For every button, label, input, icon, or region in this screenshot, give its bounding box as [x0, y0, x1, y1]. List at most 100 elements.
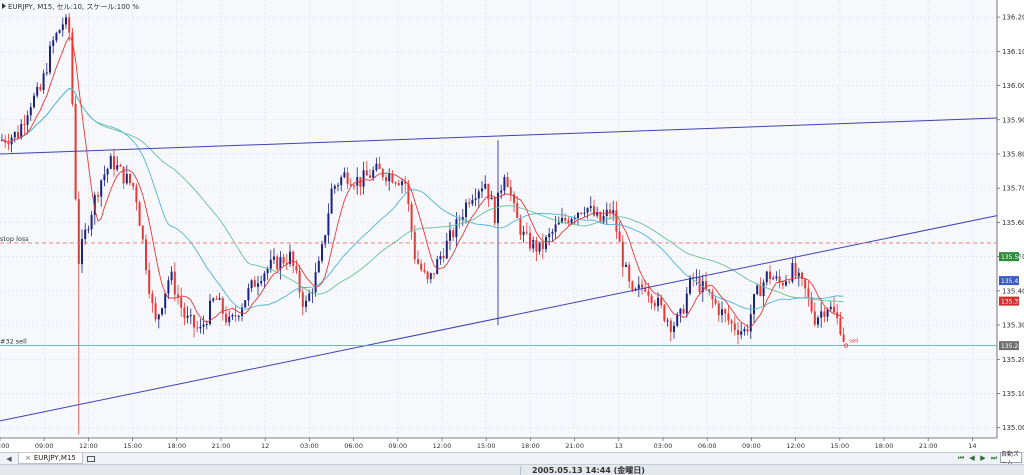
- candle-up: [573, 217, 576, 219]
- status-divider: [520, 466, 521, 475]
- candle-up: [189, 315, 192, 317]
- time-label: 06:00: [698, 442, 717, 450]
- candle-up: [465, 202, 467, 218]
- candle-up: [36, 86, 39, 96]
- candle-down: [733, 323, 736, 331]
- candle-down: [746, 329, 749, 332]
- candle-down: [253, 280, 256, 287]
- candle-down: [813, 311, 816, 325]
- candle-up: [333, 185, 336, 189]
- chart-area[interactable]: 136.20 136.10 136.00 135.90 135.80 135.70 135.…: [0, 0, 1024, 454]
- candle-down: [509, 187, 512, 195]
- candle-up: [324, 235, 327, 245]
- candle-down: [516, 203, 519, 219]
- candle-up: [161, 308, 163, 315]
- candle-down: [660, 297, 663, 306]
- auto-zoom-button[interactable]: 自動ズーム: [1000, 451, 1022, 467]
- candle-up: [33, 95, 35, 108]
- candle-up: [26, 115, 29, 125]
- candle-down: [349, 184, 352, 186]
- candle-down: [794, 263, 797, 277]
- candle-up: [596, 212, 599, 216]
- candle-up: [561, 217, 563, 223]
- candle-down: [292, 251, 295, 267]
- candle-down: [442, 255, 445, 259]
- price-chart[interactable]: 136.20 136.10 136.00 135.90 135.80 135.70 135.…: [0, 0, 1024, 452]
- candle-up: [337, 185, 339, 187]
- price-label: 135.40: [1002, 287, 1024, 295]
- prev-icon[interactable]: ◀: [969, 454, 975, 462]
- candle-down: [513, 194, 515, 204]
- candle-up: [199, 326, 202, 329]
- candle-up: [388, 173, 391, 182]
- close-icon[interactable]: ×: [25, 454, 31, 462]
- candle-down: [807, 288, 810, 298]
- last-icon[interactable]: ⏭: [990, 453, 998, 462]
- candle-down: [804, 279, 807, 289]
- tab-eurjpy-m15[interactable]: × EURJPY,M15: [18, 453, 83, 464]
- candle-down: [842, 334, 845, 342]
- candle-down: [173, 271, 176, 295]
- candle-up: [445, 240, 448, 259]
- candle-up: [602, 215, 605, 223]
- candle-down: [692, 276, 695, 279]
- candle-down: [394, 182, 397, 184]
- price-label: 135.70: [1002, 185, 1024, 193]
- candle-down: [836, 312, 839, 319]
- candle-up: [241, 307, 243, 317]
- candle-up: [266, 268, 269, 274]
- time-label: 18:00: [875, 442, 894, 450]
- candle-down: [730, 320, 733, 324]
- candle-down: [698, 277, 701, 293]
- candle-up: [657, 297, 659, 307]
- candle-down: [525, 231, 528, 233]
- window-icon[interactable]: [86, 455, 95, 462]
- candle-down: [113, 156, 115, 170]
- candle-up: [247, 288, 250, 301]
- candle-down: [778, 276, 781, 283]
- chart-menu-icon[interactable]: [2, 3, 6, 9]
- candle-down: [417, 259, 419, 264]
- candle-up: [45, 72, 48, 74]
- candle-down: [141, 225, 144, 240]
- candle-up: [461, 217, 464, 221]
- candle-up: [740, 331, 743, 335]
- candle-down: [580, 212, 583, 214]
- lower-trendline[interactable]: [0, 215, 998, 422]
- candle-down: [68, 17, 71, 33]
- candle-down: [609, 209, 611, 214]
- price-tag-green: [999, 252, 1019, 262]
- upper-trendline[interactable]: [0, 117, 998, 155]
- candle-up: [61, 24, 64, 31]
- candle-down: [193, 315, 195, 328]
- time-label: 12:00: [433, 442, 452, 450]
- candle-down: [119, 165, 122, 167]
- candle-up: [273, 256, 275, 260]
- candle-up: [87, 229, 90, 231]
- first-icon[interactable]: ⏮: [957, 453, 965, 462]
- candle-up: [228, 316, 231, 323]
- candle-up: [429, 273, 432, 280]
- candle-down: [631, 281, 634, 291]
- candle-down: [301, 292, 304, 307]
- next-icon[interactable]: ▶: [980, 454, 986, 462]
- candle-up: [436, 259, 439, 275]
- candle-down: [727, 313, 730, 321]
- ma-red-line: [1, 36, 844, 328]
- candle-down: [39, 86, 42, 90]
- candle-down: [77, 199, 80, 265]
- candle-up: [49, 45, 51, 73]
- candle-up: [772, 278, 775, 280]
- candle-up: [689, 276, 691, 294]
- candle-up: [756, 285, 759, 295]
- candle-down: [737, 330, 739, 335]
- time-label: 03:00: [300, 442, 319, 450]
- candle-up: [100, 180, 103, 197]
- tab-scroll-left-icon[interactable]: ◀: [6, 454, 12, 463]
- candle-up: [305, 300, 307, 307]
- candle-down: [458, 219, 461, 221]
- candle-down: [225, 313, 227, 323]
- candle-up: [474, 198, 477, 200]
- price-label: 135.20: [1002, 356, 1024, 364]
- candle-down: [769, 271, 771, 280]
